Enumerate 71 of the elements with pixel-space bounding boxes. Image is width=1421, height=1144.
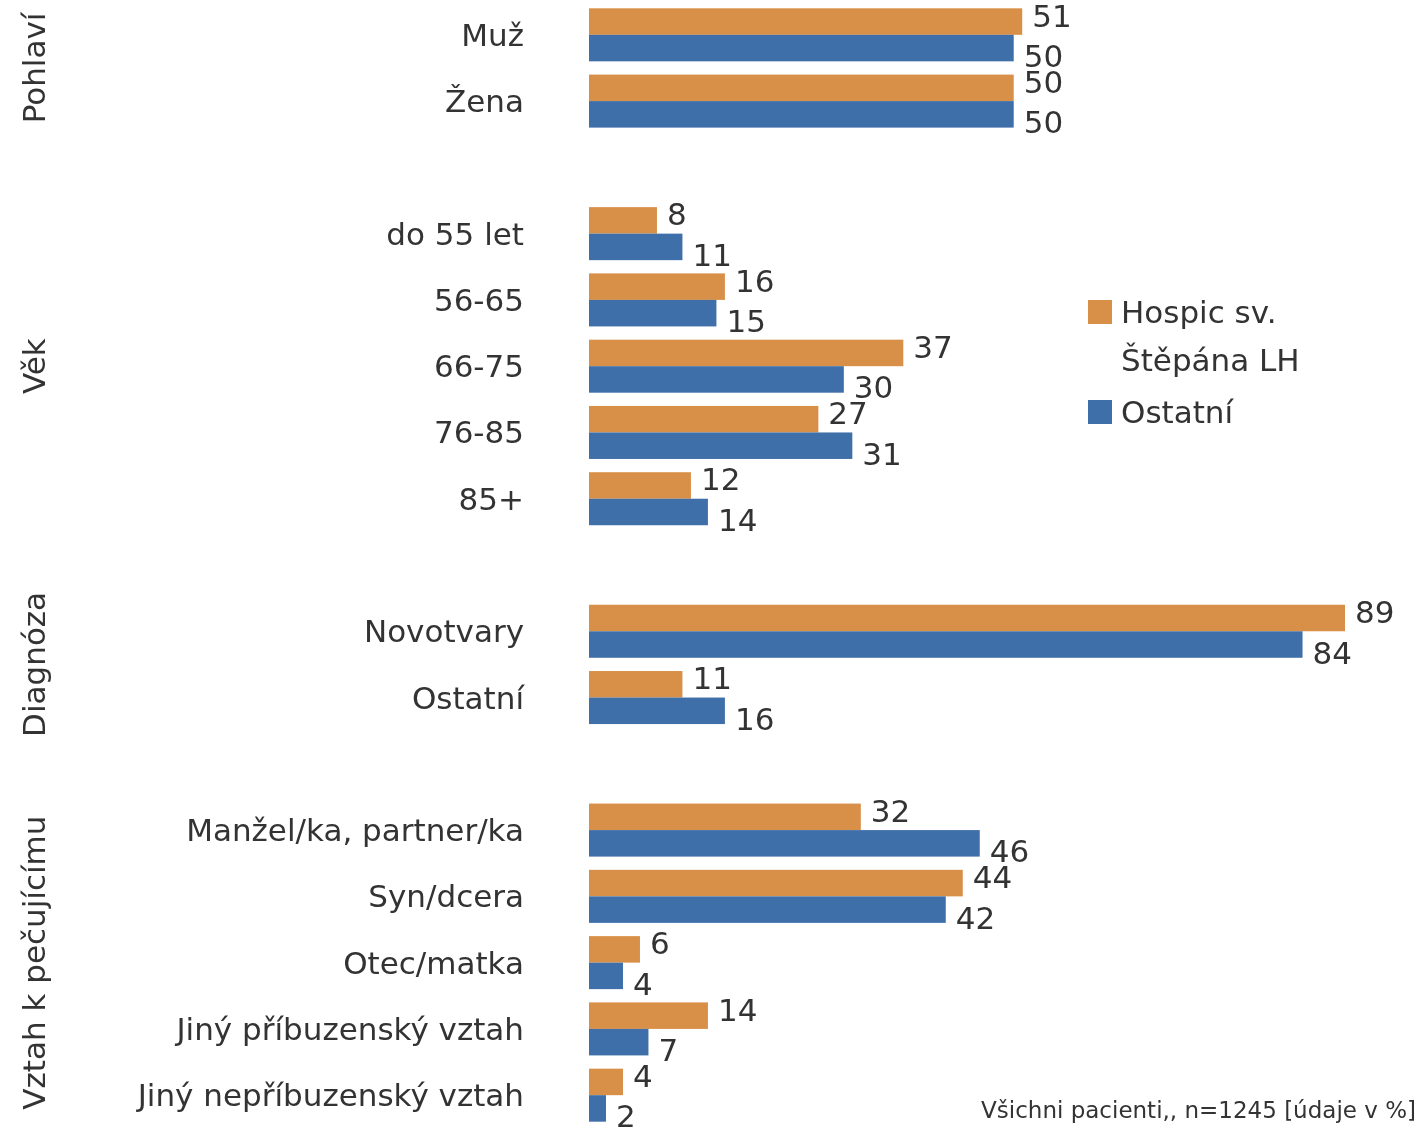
data-label: 16 [734,262,775,299]
bar [589,207,657,234]
y-tick-label: 66-75 [433,348,524,385]
bar [589,273,725,300]
data-label: 2 [615,1098,636,1135]
y-tick-label: Otec/matka [343,944,524,981]
y-tick-label: Syn/dcera [368,878,524,915]
text: Vztah k pečujícímu [16,815,52,1110]
data-label: 32 [870,792,911,829]
bar [589,631,1303,658]
legend-label: Hospic sv. Štěpána LH [1121,294,1300,378]
bar [589,803,861,831]
bar [589,1028,649,1056]
bar [589,233,683,261]
bar [589,339,904,367]
data-label: 31 [862,435,902,472]
bar [589,1002,708,1029]
data-label: 51 [1032,0,1072,34]
text: Věk [16,338,52,395]
bar [589,671,683,698]
y-tick-label: do 55 let [386,215,524,252]
bar [589,8,1023,35]
legend-label: Ostatní [1121,394,1235,430]
y-tick-label: Novotvary [363,613,524,650]
bar [589,366,844,393]
bar [589,34,1014,62]
y-tick-label: 56-65 [433,281,524,318]
data-label: 15 [726,303,766,340]
data-label: 7 [658,1032,679,1069]
data-label: 12 [700,461,741,498]
bar [589,432,853,459]
data-label: 37 [913,328,953,365]
annotation: Všichni pacienti,, n=1245 [údaje v %] [981,1097,1416,1123]
bar [589,472,691,499]
data-label: 42 [955,899,996,936]
y-tick-label: 76-85 [433,414,524,451]
text: Diagnóza [16,591,52,737]
bar [589,869,963,897]
bar [589,936,640,963]
bar [589,830,980,857]
bar [589,498,708,526]
bar [589,962,623,990]
data-label: 50 [1023,104,1064,141]
y-tick-label: Jiný nepříbuzenský vztah [135,1077,524,1114]
data-label: 14 [717,501,758,538]
data-label: 89 [1355,594,1395,631]
data-label: 8 [666,196,687,233]
y-tick-label: 85+ [458,480,524,517]
data-label: 11 [692,236,732,273]
bar [589,1068,623,1096]
y-tick-label: Manžel/ka, partner/ka [186,812,524,849]
data-label: 11 [692,660,732,697]
data-label: 4 [632,965,653,1002]
y-tick-label: Ostatní [411,679,526,716]
data-label: 4 [632,1057,653,1094]
data-label: 6 [649,925,670,962]
text: Pohlaví [16,11,52,124]
bar [589,1095,606,1122]
y-tick-label: Žena [445,83,524,120]
y-tick-label: Jiný příbuzenský vztah [174,1010,524,1047]
data-label: 16 [734,700,775,737]
bar [589,896,946,923]
bar [589,74,1014,102]
bar [589,604,1345,632]
data-label: 14 [717,991,758,1028]
bar [589,299,717,327]
bar [589,697,725,725]
bar [589,405,819,433]
bar [589,101,1014,128]
data-label: 84 [1312,634,1352,671]
y-tick-label: Muž [461,16,524,53]
